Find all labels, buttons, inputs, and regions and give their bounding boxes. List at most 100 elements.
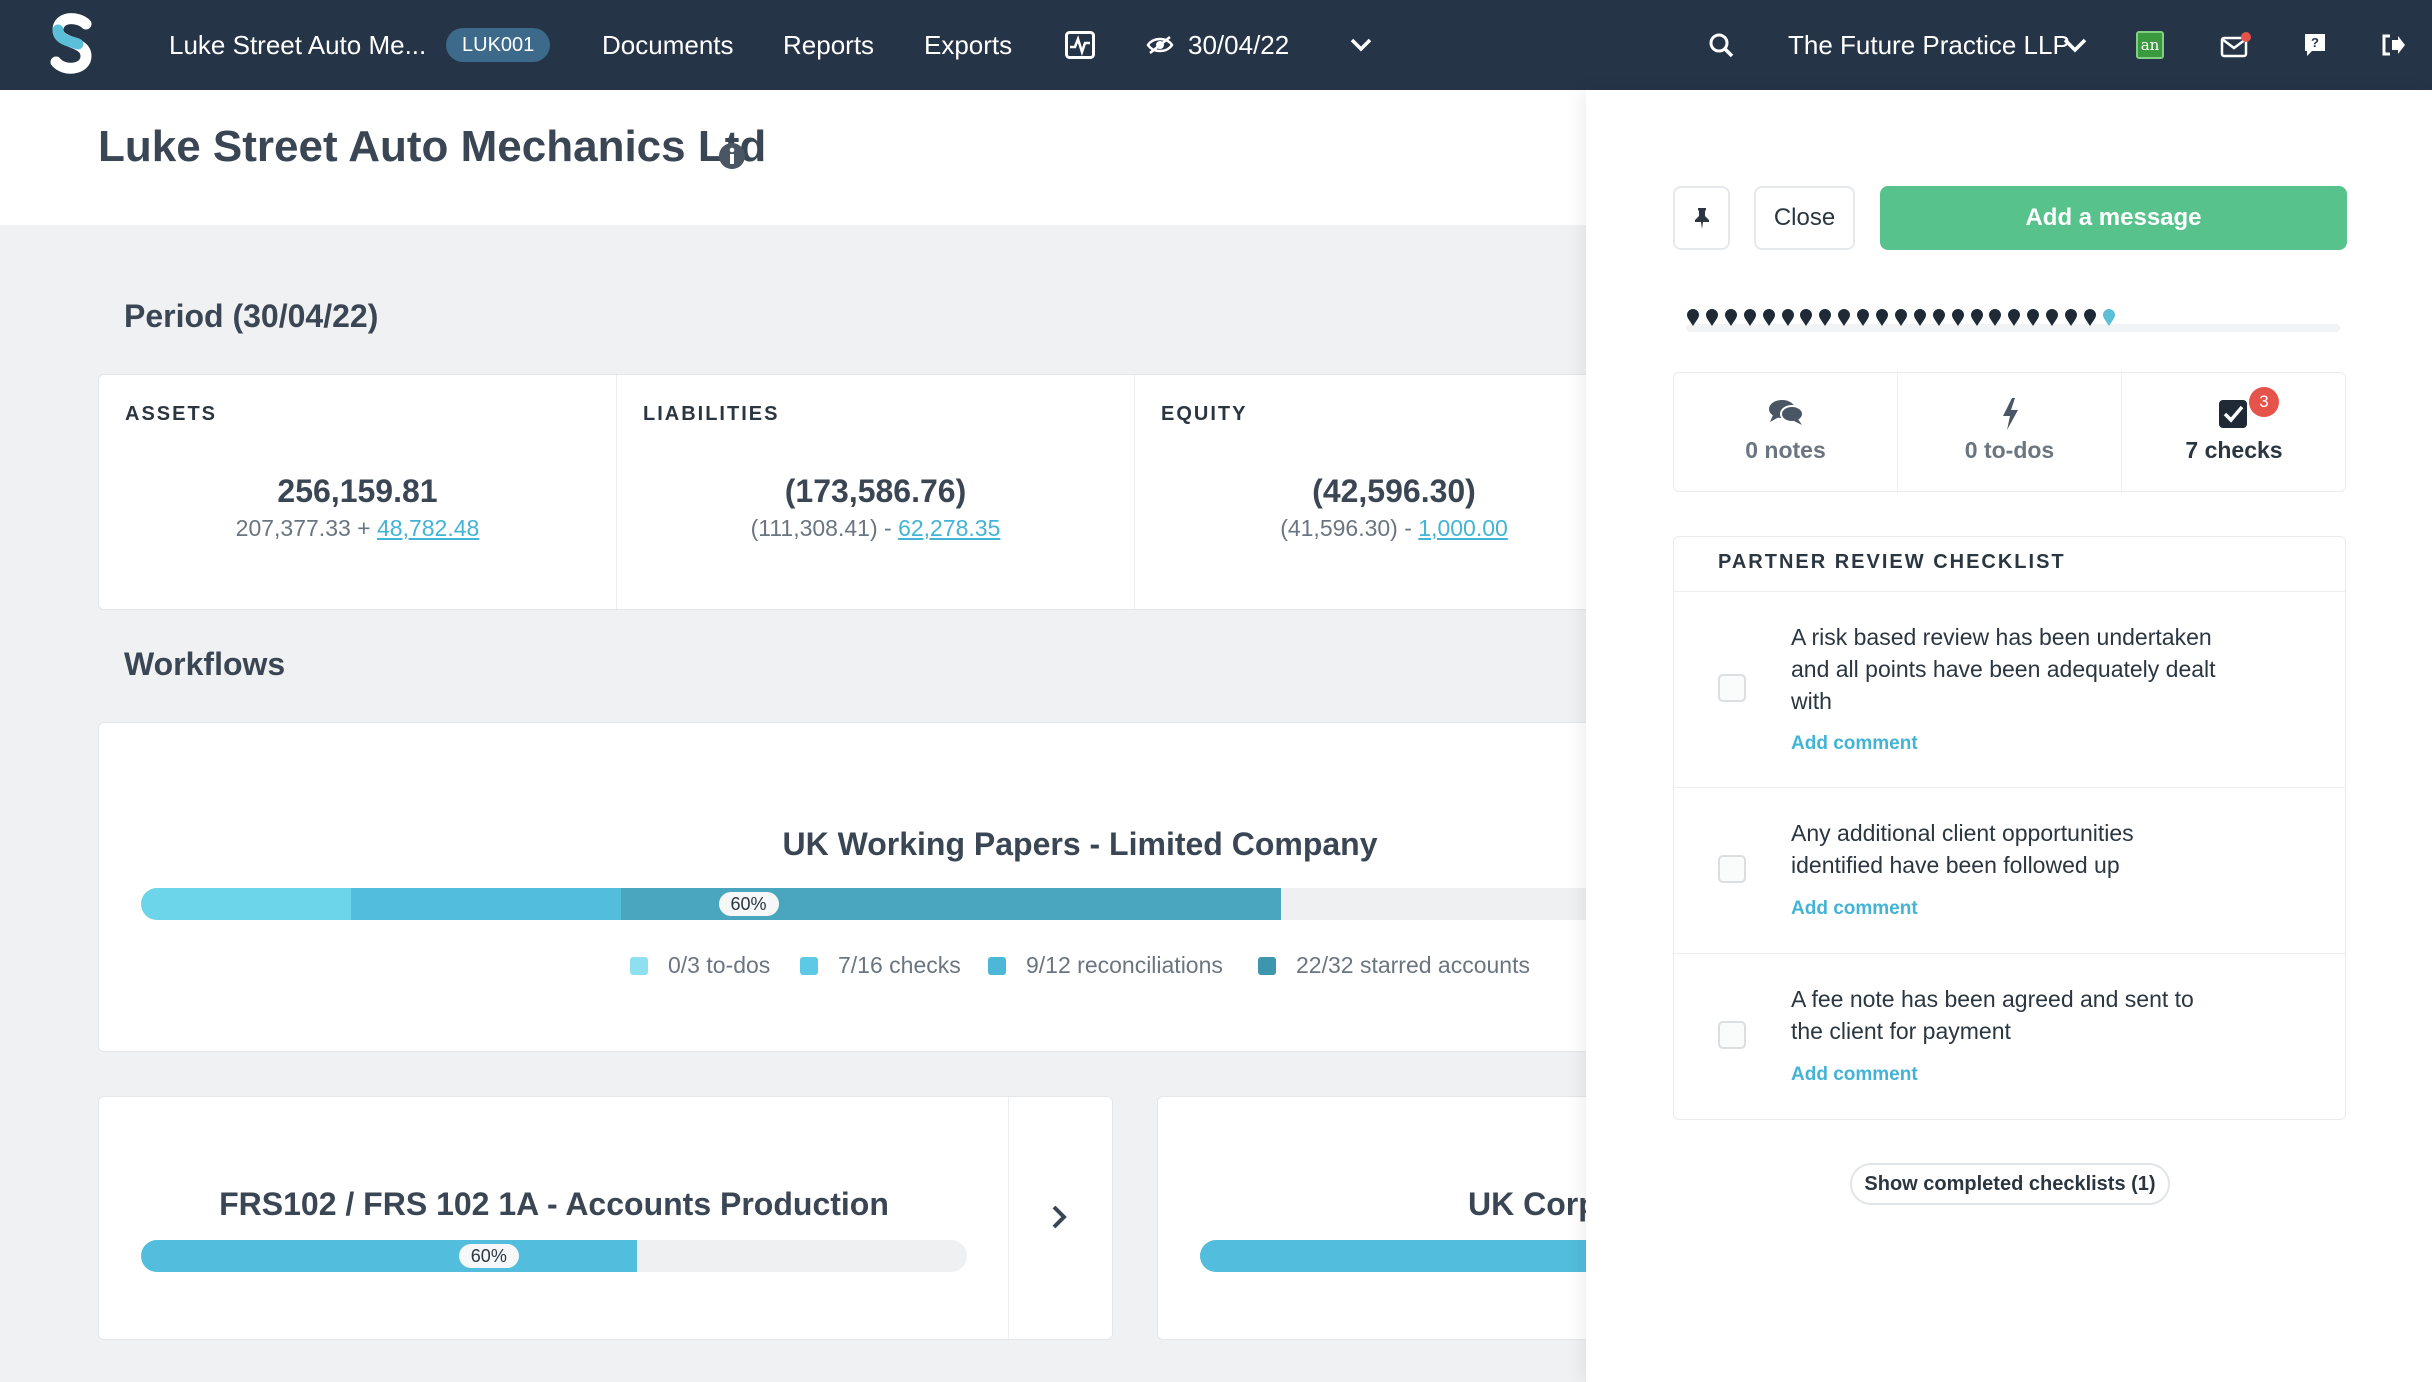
timeline-marker[interactable] (2083, 308, 2097, 327)
liabilities-base: (111,308.41) - (750, 515, 899, 541)
liabilities-label: LIABILITIES (643, 403, 780, 425)
timeline-marker[interactable] (1705, 308, 1719, 327)
add-comment-link[interactable]: Add comment (1791, 733, 1918, 754)
liabilities-breakdown: (111,308.41) - 62,278.35 (617, 515, 1134, 542)
logo-icon[interactable] (48, 10, 96, 78)
equity-delta-link[interactable]: 1,000.00 (1418, 515, 1508, 541)
workflows-title: Workflows (124, 646, 286, 682)
activity-timeline[interactable] (1686, 302, 2340, 336)
workflow-card-frs102[interactable] (98, 1096, 1113, 1340)
add-message-button[interactable]: Add a message (1880, 186, 2347, 250)
assets-total: 256,159.81 (277, 473, 438, 509)
card-divider (1008, 1097, 1009, 1339)
legend-label: 9/12 reconciliations (1026, 952, 1223, 978)
lightning-icon (2002, 398, 2018, 430)
legend-swatch (988, 957, 1006, 975)
timeline-marker[interactable] (1913, 308, 1927, 327)
practice-selector[interactable]: The Future Practice LLP (1788, 30, 2070, 60)
todos-tab[interactable]: 0 to-dos (1898, 373, 2122, 491)
timeline-marker[interactable] (1762, 308, 1776, 327)
timeline-marker[interactable] (1988, 308, 2002, 327)
timeline-marker[interactable] (2102, 308, 2116, 327)
timeline-track (1686, 324, 2340, 332)
nav-exports[interactable]: Exports (924, 30, 1013, 60)
partner-review-checklist: PARTNER REVIEW CHECKLIST A risk based re… (1673, 536, 2346, 1120)
checks-count: 7 checks (2185, 437, 2283, 463)
chevron-down-icon[interactable] (1341, 25, 1381, 65)
pin-icon (1694, 208, 1709, 229)
timeline-marker[interactable] (1837, 308, 1851, 327)
mail-icon[interactable] (2216, 25, 2256, 65)
timeline-marker[interactable] (1818, 308, 1832, 327)
add-comment-link[interactable]: Add comment (1791, 898, 1918, 919)
timeline-marker[interactable] (2026, 308, 2040, 327)
notes-tab[interactable]: 0 notes (1674, 373, 1898, 491)
logout-icon[interactable] (2373, 25, 2413, 65)
divider (1674, 787, 2345, 788)
equity-label: EQUITY (1161, 403, 1248, 425)
info-icon[interactable] (718, 142, 746, 170)
chevron-right-icon[interactable] (1050, 1204, 1068, 1230)
timeline-marker[interactable] (1724, 308, 1738, 327)
checklist-item-text: Any additional client opportunities iden… (1791, 820, 2134, 878)
frs-workflow-title[interactable]: FRS102 / FRS 102 1A - Accounts Productio… (219, 1186, 889, 1222)
timeline-marker[interactable] (1743, 308, 1757, 327)
timeline-marker[interactable] (1894, 308, 1908, 327)
period-date[interactable]: 30/04/22 (1188, 30, 1290, 60)
timeline-marker[interactable] (2007, 308, 2021, 327)
liabilities-delta-link[interactable]: 62,278.35 (898, 515, 1001, 541)
workflow-progress-percent: 60% (718, 892, 779, 916)
workflow-progress-bar (141, 888, 1641, 920)
add-comment-link[interactable]: Add comment (1791, 1064, 1918, 1085)
timeline-marker[interactable] (1970, 308, 1984, 327)
legend-checks: 7/16 checks (800, 950, 961, 980)
pin-button[interactable] (1673, 186, 1730, 250)
checklist-item-checkbox[interactable] (1718, 855, 1746, 883)
assets-breakdown: 207,377.33 + 48,782.48 (99, 515, 616, 542)
assets-label: ASSETS (125, 403, 218, 425)
timeline-marker[interactable] (2045, 308, 2059, 327)
checks-tab[interactable]: 3 7 checks (2122, 373, 2346, 491)
client-name-link[interactable]: Luke Street Auto Me... (169, 30, 427, 60)
timeline-marker[interactable] (1856, 308, 1870, 327)
timeline-marker[interactable] (1951, 308, 1965, 327)
page-title: Luke Street Auto Mechanics Ltd (98, 122, 767, 171)
checklist-title: PARTNER REVIEW CHECKLIST (1718, 551, 2066, 573)
timeline-marker[interactable] (1781, 308, 1795, 327)
timeline-marker[interactable] (1932, 308, 1946, 327)
assets-base: 207,377.33 + (235, 515, 377, 541)
checklist-item-checkbox[interactable] (1718, 1021, 1746, 1049)
top-navbar: Luke Street Auto Me... LUK001 Documents … (0, 0, 2432, 90)
progress-segment-1 (351, 888, 621, 920)
show-completed-checklists-button[interactable]: Show completed checklists (1) (1850, 1163, 2170, 1205)
timeline-marker[interactable] (1875, 308, 1889, 327)
workflow-title[interactable]: UK Working Papers - Limited Company (782, 826, 1378, 862)
close-button[interactable]: Close (1754, 186, 1855, 250)
help-icon[interactable]: ? (2295, 25, 2335, 65)
workflow-card-uk-working-papers[interactable] (98, 722, 1658, 1052)
panel-stats: 0 notes 0 to-dos 3 7 checks (1673, 372, 2346, 492)
balance-summary-card: ASSETS 256,159.81 207,377.33 + 48,782.48… (98, 374, 1658, 610)
checklist-item-checkbox[interactable] (1718, 674, 1746, 702)
eye-icon (1140, 25, 1180, 65)
nav-reports[interactable]: Reports (783, 30, 875, 60)
page-header (0, 90, 1586, 225)
frs-progress-bar (141, 1240, 967, 1272)
equity-total: (42,596.30) (1312, 473, 1476, 509)
timeline-marker[interactable] (1686, 308, 1700, 327)
corp-workflow-title[interactable]: UK Corp (1468, 1186, 1598, 1222)
equity-base: (41,596.30) - (1280, 515, 1419, 541)
practice-chevron-icon[interactable] (2055, 25, 2095, 65)
legend-swatch (1258, 957, 1276, 975)
nav-documents[interactable]: Documents (602, 30, 734, 60)
user-avatar[interactable]: an (2130, 25, 2170, 65)
timeline-marker[interactable] (1799, 308, 1813, 327)
divider (1674, 953, 2345, 954)
search-icon[interactable] (1701, 25, 1741, 65)
assets-delta-link[interactable]: 48,782.48 (377, 515, 480, 541)
equity-breakdown: (41,596.30) - 1,000.00 (1135, 515, 1653, 542)
liabilities-column: LIABILITIES (173,586.76) (111,308.41) - … (617, 375, 1135, 609)
legend-label: 22/32 starred accounts (1296, 952, 1530, 978)
activity-icon[interactable] (1060, 25, 1100, 65)
timeline-marker[interactable] (2064, 308, 2078, 327)
